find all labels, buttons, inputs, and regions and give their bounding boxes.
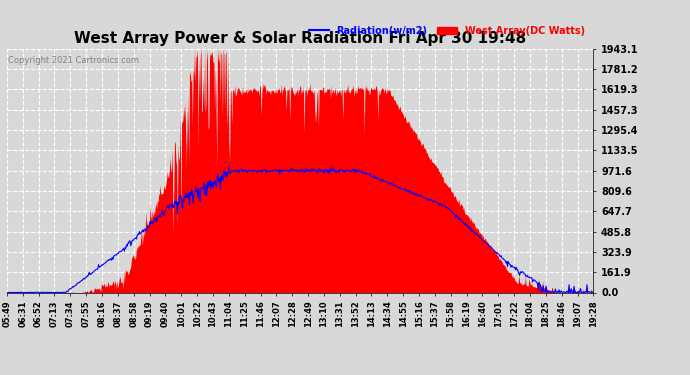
Title: West Array Power & Solar Radiation Fri Apr 30 19:48: West Array Power & Solar Radiation Fri A…	[74, 31, 526, 46]
Text: Copyright 2021 Cartronics.com: Copyright 2021 Cartronics.com	[8, 56, 139, 65]
Legend: Radiation(w/m2), West Array(DC Watts): Radiation(w/m2), West Array(DC Watts)	[306, 22, 589, 40]
